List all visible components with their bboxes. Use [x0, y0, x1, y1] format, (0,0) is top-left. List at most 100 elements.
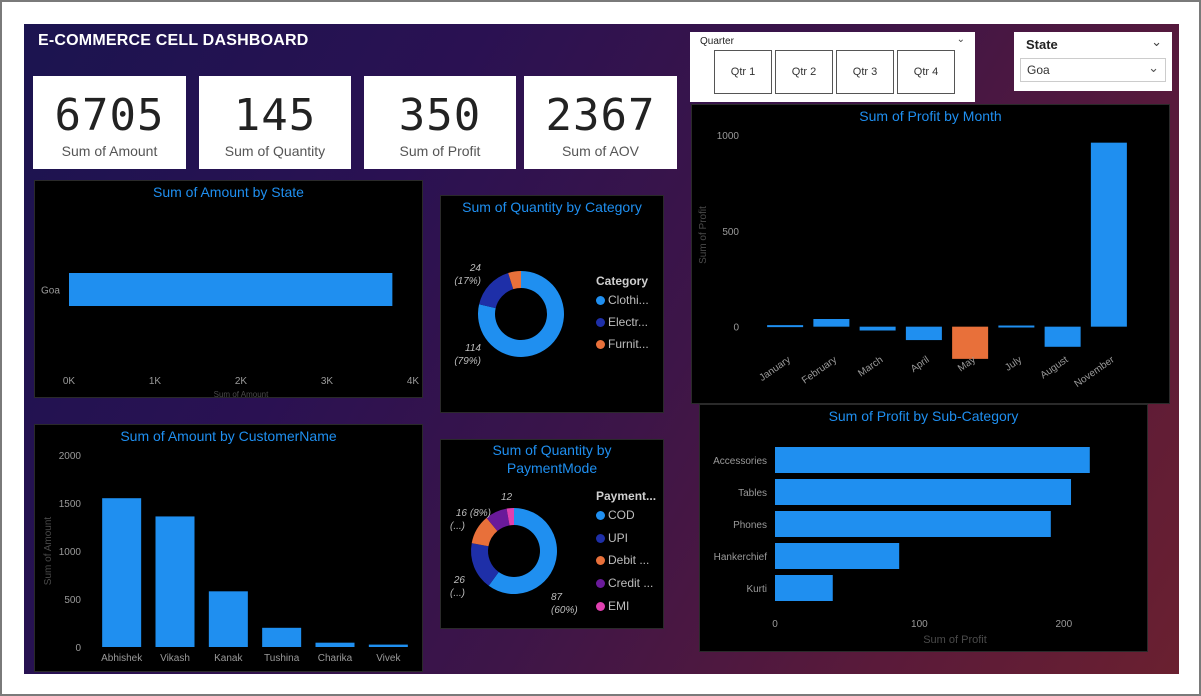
chart-quantity-by-category[interactable]: Sum of Quantity by Category 24 (17%) 114 (7… — [440, 195, 664, 413]
chart-quantity-by-category-plot: 24 (17%) 114 (79%) — [454, 263, 564, 367]
donut-slice — [471, 517, 498, 547]
chart-profit-by-subcategory[interactable]: Sum of Profit by Sub-Category Accessorie… — [699, 404, 1148, 652]
chart-title: Sum of Profit by Sub-Category — [828, 408, 1019, 424]
x-tick-label: March — [856, 354, 885, 379]
legend-label: Clothi... — [608, 293, 649, 307]
card-sum-of-quantity[interactable]: 145 Sum of Quantity — [199, 76, 351, 169]
y-tick-label: Hankerchief — [714, 552, 768, 563]
data-label: (17%) — [454, 276, 481, 287]
bar — [102, 498, 142, 647]
legend-item[interactable]: COD — [596, 508, 635, 522]
legend-title: Category — [596, 274, 649, 288]
card-label: Sum of AOV — [561, 143, 640, 159]
bar — [775, 543, 900, 569]
chevron-down-icon[interactable]: ⌄ — [956, 34, 965, 45]
legend-swatch — [596, 511, 605, 520]
donut-slice — [478, 271, 564, 357]
legend-item[interactable]: Debit ... — [596, 553, 649, 567]
donut-slice — [508, 271, 521, 290]
x-axis-label: Sum of Profit — [923, 634, 987, 646]
x-tick-label: August — [1039, 354, 1071, 381]
legend-item[interactable]: Clothi... — [596, 293, 649, 307]
chart-amount-by-state-plot: Goa 0K 1K 2K 3K 4K Sum of Amount — [41, 273, 419, 397]
x-tick-label: Kanak — [214, 653, 243, 664]
x-tick-label: February — [800, 354, 839, 386]
y-tick-label: 500 — [722, 227, 739, 238]
legend-item[interactable]: Credit ... — [596, 576, 653, 590]
card-sum-of-amount[interactable]: 6705 Sum of Amount — [33, 76, 186, 169]
x-tick-label: January — [757, 354, 792, 383]
card-sum-of-profit[interactable]: 350 Sum of Profit — [364, 76, 516, 169]
y-tick-label: Tables — [738, 488, 767, 499]
card-label: Sum of Quantity — [224, 143, 326, 159]
state-selected-value: Goa — [1027, 63, 1050, 77]
legend-item[interactable]: Furnit... — [596, 337, 649, 351]
x-tick-label: July — [1003, 354, 1024, 373]
y-tick-label: Accessories — [713, 456, 767, 467]
state-dropdown[interactable]: Goa ⌄ — [1020, 58, 1166, 82]
x-tick-label: April — [909, 354, 932, 374]
y-tick-label: 0 — [733, 323, 739, 334]
legend-label: Furnit... — [608, 337, 649, 351]
chart-quantity-by-paymentmode[interactable]: Sum of Quantity by PaymentMode 87 (60%) 26… — [440, 439, 664, 629]
chart-title: Sum of Amount by CustomerName — [120, 428, 337, 444]
legend-item[interactable]: Electr... — [596, 315, 648, 329]
bar — [1044, 326, 1081, 347]
quarter-option-qtr1[interactable]: Qtr 1 — [714, 50, 772, 94]
chart-amount-by-customer[interactable]: Sum of Amount by CustomerName 0 500 1000 15… — [34, 424, 423, 672]
bar — [155, 516, 195, 647]
bar — [69, 273, 393, 306]
y-tick-label: 500 — [64, 595, 81, 606]
chart-title: Sum of Amount by State — [153, 184, 304, 200]
chevron-down-icon[interactable]: ⌄ — [1151, 34, 1162, 49]
x-tick-label: 200 — [1055, 619, 1072, 630]
data-label: 24 — [469, 263, 482, 274]
chart-amount-by-customer-plot: 0 500 1000 1500 2000 Abhishek Vikash Kanak Tushi… — [43, 451, 408, 664]
chart-title: Sum of Profit by Month — [859, 108, 1002, 124]
legend-swatch — [596, 318, 605, 327]
card-value: 6705 — [54, 90, 165, 141]
y-tick-label: 2000 — [59, 451, 82, 462]
y-tick-label: Goa — [41, 286, 60, 297]
bar — [775, 511, 1051, 537]
chart-quantity-by-paymentmode-plot: 87 (60%) 26 (...) 16 (8%) (...) 12 — [450, 492, 578, 616]
data-label: 16 — [456, 508, 468, 519]
y-tick-label: Kurti — [746, 584, 767, 595]
quarter-option-qtr2[interactable]: Qtr 2 — [775, 50, 833, 94]
chart-profit-by-subcategory-plot: Accessories Tables Phones Hankerchief Kurti 0… — [713, 447, 1090, 646]
data-label: (60%) — [551, 605, 578, 616]
quarter-slicer: Quarter ⌄ Qtr 1 Qtr 2 Qtr 3 Qtr 4 — [690, 32, 975, 102]
x-tick-label: Vikash — [160, 653, 190, 664]
legend-swatch — [596, 556, 605, 565]
legend-item[interactable]: UPI — [596, 531, 628, 545]
x-tick-label: Vivek — [376, 653, 401, 664]
bar — [767, 325, 804, 328]
x-tick-label: Tushina — [264, 653, 300, 664]
bar — [775, 447, 1090, 473]
y-tick-label: 1500 — [59, 499, 82, 510]
x-tick-label: 100 — [911, 619, 928, 630]
donut-slice — [479, 272, 514, 309]
legend-item[interactable]: EMI — [596, 599, 629, 613]
y-axis-label: Sum of Amount — [43, 517, 54, 586]
bar — [813, 319, 850, 327]
chart-profit-by-month[interactable]: Sum of Profit by Month 0 500 1000 January Fe… — [691, 104, 1170, 404]
quarter-option-qtr4[interactable]: Qtr 4 — [897, 50, 955, 94]
y-tick-label: Phones — [733, 520, 767, 531]
donut-slice — [471, 543, 499, 586]
x-tick-label: Charika — [318, 653, 353, 664]
legend-title: Payment... — [596, 489, 657, 503]
data-label: (79%) — [454, 356, 481, 367]
bar — [859, 326, 896, 331]
bar — [368, 644, 408, 647]
x-tick-label: Abhishek — [101, 653, 143, 664]
chart-amount-by-state[interactable]: Sum of Amount by State Goa 0K 1K 2K 3K 4K Sum … — [34, 180, 423, 398]
state-slicer: State ⌄ Goa ⌄ — [1014, 32, 1172, 91]
data-label: 12 — [501, 492, 513, 503]
data-label: 114 — [465, 343, 481, 354]
x-tick-label: 2K — [235, 376, 248, 387]
quarter-option-qtr3[interactable]: Qtr 3 — [836, 50, 894, 94]
card-sum-of-aov[interactable]: 2367 Sum of AOV — [524, 76, 677, 169]
